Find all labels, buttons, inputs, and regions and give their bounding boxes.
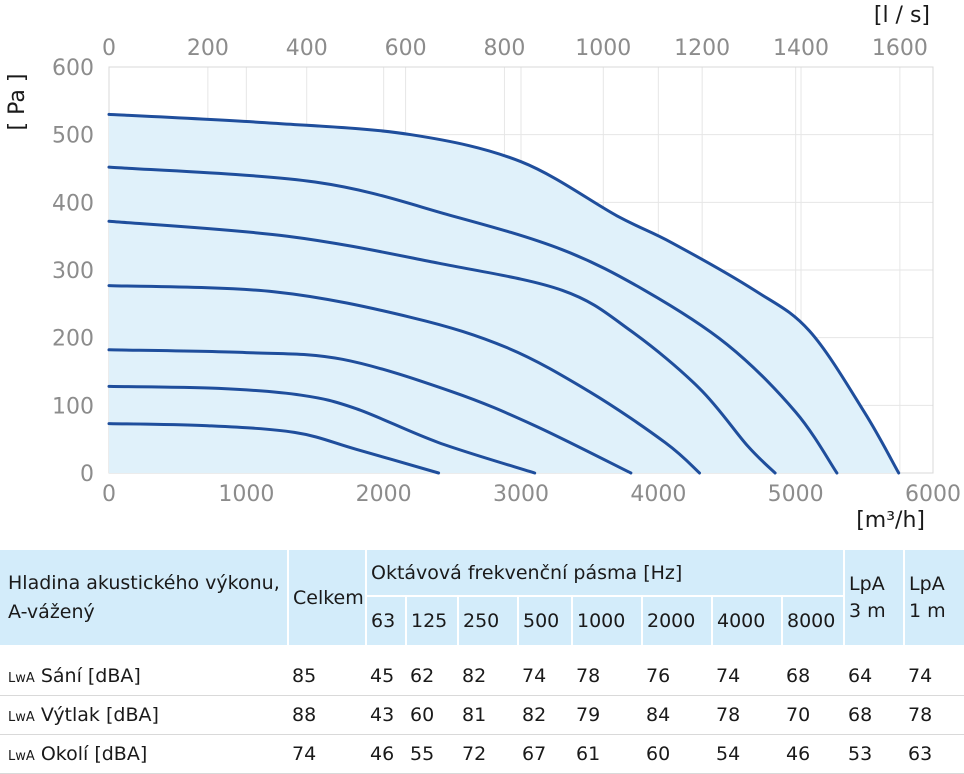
lpa1-cell: 63 (904, 734, 964, 774)
top-axis-tick-label: 1000 (575, 36, 631, 61)
band-cell: 68 (782, 657, 845, 696)
fan-performance-chart: 0 200 400 600 800 1000 1200 1400 1600 0 1000 2000 3… (5, 3, 961, 533)
row-label: LwA Sání [dBA] (0, 657, 288, 696)
y-axis-tick-label: 200 (52, 327, 94, 352)
bottom-axis-tick-label: 6000 (905, 482, 961, 507)
acoustic-table: Hladina akustického výkonu, A-vážený Cel… (0, 550, 964, 774)
performance-curve-3 (107, 348, 633, 475)
band-63: 63 (365, 595, 406, 645)
lpa1-cell: 78 (904, 695, 964, 735)
band-cell: 60 (642, 734, 712, 774)
band-cell: 62 (406, 657, 458, 696)
performance-curves (107, 112, 901, 475)
lpa3-cell: 64 (844, 657, 905, 696)
performance-curve-7 (107, 112, 901, 475)
band-2000: 2000 (641, 595, 712, 645)
total-cell: 88 (288, 695, 366, 735)
y-axis-tick-label: 0 (80, 462, 94, 487)
bands-header: Oktávová frekvenční pásma [Hz] (364, 550, 845, 596)
band-cell: 46 (366, 734, 406, 774)
bottom-axis-tick-label: 0 (102, 482, 116, 507)
lpa3-header: LpA 3 m (843, 550, 905, 645)
band-cell: 81 (458, 695, 518, 735)
lwa-prefix: LwA (8, 671, 35, 686)
band-cell: 61 (572, 734, 642, 774)
band-cell: 43 (366, 695, 406, 735)
performance-curve-6 (107, 165, 839, 475)
row-label-text: Výtlak [dBA] (40, 704, 159, 726)
bottom-axis-tick-label: 3000 (493, 482, 549, 507)
y-axis-ticks: 0 100 200 300 400 500 600 (52, 56, 94, 487)
bottom-axis-tick-label: 5000 (768, 482, 824, 507)
band-1000: 1000 (571, 595, 642, 645)
band-500: 500 (517, 595, 572, 645)
lwa-prefix: LwA (8, 710, 35, 725)
band-125: 125 (405, 595, 458, 645)
band-cell: 76 (642, 657, 712, 696)
lpa1-header: LpA 1 m (903, 550, 964, 645)
band-cell: 82 (458, 657, 518, 696)
band-cell: 72 (458, 734, 518, 774)
band-cell: 84 (642, 695, 712, 735)
lpa3-cell: 68 (844, 695, 905, 735)
band-cell: 46 (782, 734, 845, 774)
lpa3-cell: 53 (844, 734, 905, 774)
y-axis-tick-label: 400 (52, 191, 94, 216)
y-axis-tick-label: 500 (52, 124, 94, 149)
band-cell: 74 (712, 657, 782, 696)
bottom-axis-ticks: 0 1000 2000 3000 4000 5000 6000 (102, 482, 961, 507)
band-8000: 8000 (780, 595, 845, 645)
total-cell: 74 (288, 734, 366, 774)
lwa-prefix: LwA (8, 749, 35, 764)
top-axis-tick-label: 800 (483, 36, 525, 61)
band-cell: 55 (406, 734, 458, 774)
band-cell: 78 (572, 657, 642, 696)
top-axis-tick-label: 400 (286, 36, 328, 61)
top-axis-ticks: 0 200 400 600 800 1000 1200 1400 1600 (102, 36, 928, 61)
total-header: Celkem (287, 550, 366, 645)
top-axis-tick-label: 1600 (872, 36, 928, 61)
band-cell: 60 (406, 695, 458, 735)
operating-area-fill (109, 114, 899, 474)
total-cell: 85 (288, 657, 366, 696)
top-axis-unit: [l / s] (874, 3, 930, 28)
y-axis-tick-label: 100 (52, 394, 94, 419)
y-axis-unit: [ Pa ] (5, 74, 30, 131)
band-cell: 79 (572, 695, 642, 735)
band-cell: 67 (518, 734, 572, 774)
row-label-text: Okolí [dBA] (40, 743, 148, 765)
performance-curve-1 (107, 422, 441, 475)
y-axis-tick-label: 300 (52, 259, 94, 284)
bottom-axis-unit: [m³/h] (856, 508, 925, 533)
performance-curve-4 (107, 284, 701, 475)
label-header: Hladina akustického výkonu, A-vážený (0, 550, 288, 645)
table-row: LwA Sání [dBA] 85 45 62 82 74 78 76 74 6… (0, 657, 964, 696)
row-label: LwA Okolí [dBA] (0, 734, 288, 774)
band-cell: 45 (366, 657, 406, 696)
band-cell: 82 (518, 695, 572, 735)
row-label-text: Sání [dBA] (40, 665, 141, 687)
top-axis-tick-label: 1200 (674, 36, 730, 61)
table-row: LwA Okolí [dBA] 74 46 55 72 67 61 60 54 … (0, 734, 964, 774)
top-axis-tick-label: 200 (187, 36, 229, 61)
top-axis-tick-label: 0 (102, 36, 116, 61)
bottom-axis-tick-label: 2000 (356, 482, 412, 507)
band-4000: 4000 (711, 595, 782, 645)
band-cell: 70 (782, 695, 845, 735)
table-row: LwA Výtlak [dBA] 88 43 60 81 82 79 84 78… (0, 695, 964, 735)
band-cell: 54 (712, 734, 782, 774)
bottom-axis-tick-label: 1000 (218, 482, 274, 507)
y-axis-tick-label: 600 (52, 56, 94, 81)
band-250: 250 (457, 595, 518, 645)
row-label: LwA Výtlak [dBA] (0, 695, 288, 735)
performance-curve-2 (107, 384, 537, 475)
top-axis-tick-label: 600 (385, 36, 427, 61)
top-axis-tick-label: 1400 (773, 36, 829, 61)
operating-area (109, 114, 899, 474)
lpa1-cell: 74 (904, 657, 964, 696)
bottom-axis-tick-label: 4000 (630, 482, 686, 507)
band-cell: 74 (518, 657, 572, 696)
performance-curve-5 (107, 219, 777, 475)
band-cell: 78 (712, 695, 782, 735)
